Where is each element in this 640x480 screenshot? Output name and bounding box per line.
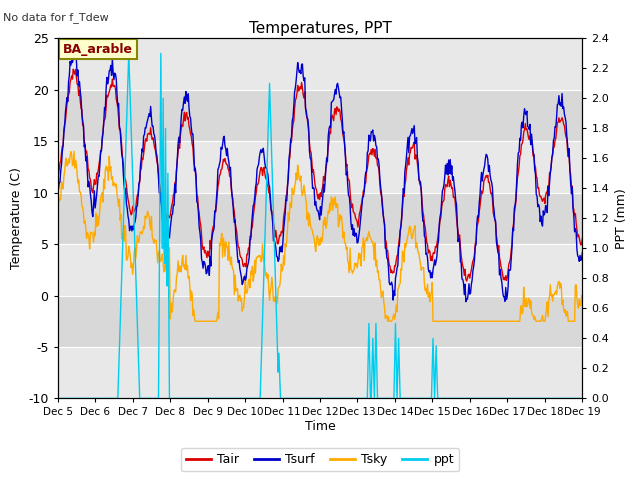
- Bar: [58, 347, 582, 398]
- Y-axis label: PPT (mm): PPT (mm): [615, 188, 628, 249]
- X-axis label: Time: Time: [305, 420, 335, 433]
- Text: BA_arable: BA_arable: [63, 43, 133, 56]
- Bar: [58, 244, 582, 296]
- Bar: [58, 90, 582, 141]
- Legend: Tair, Tsurf, Tsky, ppt: Tair, Tsurf, Tsky, ppt: [180, 448, 460, 471]
- Text: No data for f_Tdew: No data for f_Tdew: [3, 12, 109, 23]
- Title: Temperatures, PPT: Temperatures, PPT: [248, 21, 392, 36]
- Bar: [58, 296, 582, 347]
- Y-axis label: Temperature (C): Temperature (C): [10, 168, 22, 269]
- Bar: [58, 141, 582, 192]
- Bar: [58, 38, 582, 90]
- Bar: [58, 192, 582, 244]
